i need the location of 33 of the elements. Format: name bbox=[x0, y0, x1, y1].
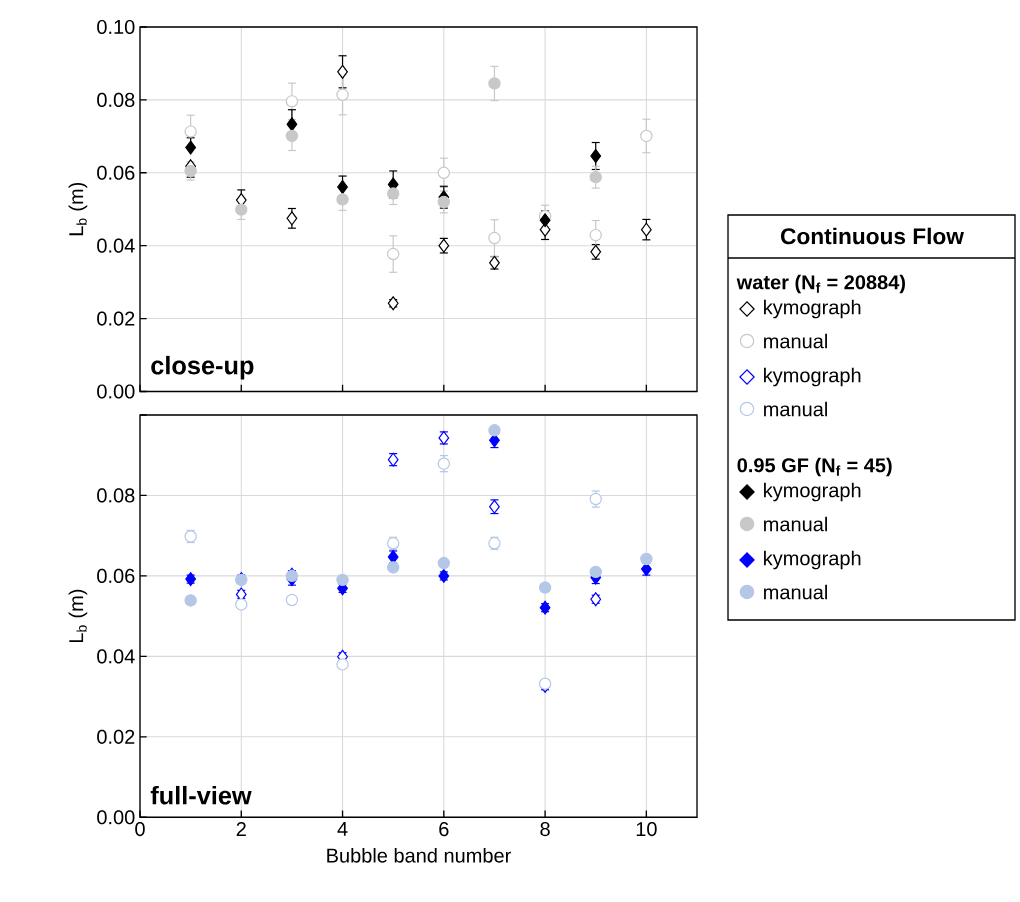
x-tick-label: 2 bbox=[236, 821, 246, 836]
x-tick-label: 8 bbox=[540, 821, 550, 837]
y-tick-label: 0.06 bbox=[97, 165, 135, 180]
annotation: close-up bbox=[151, 355, 254, 380]
legend-label: kymograph bbox=[764, 367, 861, 387]
y-tick-label: 0.00 bbox=[97, 810, 135, 825]
legend-label: manual bbox=[764, 333, 827, 349]
y-tick-label: 0.10 bbox=[97, 19, 135, 35]
x-tick-label: 10 bbox=[636, 821, 657, 837]
annotation: full-view bbox=[150, 785, 252, 805]
text: 0.95 GF (N$_{f}$ = 45) bbox=[737, 457, 892, 477]
legend-label: manual bbox=[764, 401, 827, 417]
legend-label: kymograph bbox=[764, 299, 861, 319]
x-tick-label: 6 bbox=[439, 821, 449, 837]
x-axis-title: Bubble band number bbox=[327, 847, 511, 863]
text: water (N$_{f}$ = 20884) bbox=[736, 274, 905, 294]
y-axis-title: L$_{b}$ (m) bbox=[68, 589, 88, 643]
y-axis-title: L$_{b}$ (m) bbox=[68, 182, 88, 236]
y-tick-label: 0.02 bbox=[97, 311, 135, 326]
y-tick-label: 0.02 bbox=[97, 729, 135, 744]
y-tick-label: 0.04 bbox=[97, 649, 135, 664]
legend-label: manual bbox=[764, 516, 827, 532]
legend-label: kymograph bbox=[764, 550, 861, 570]
y-tick-label: 0.08 bbox=[97, 488, 135, 503]
legend-title: Continuous Flow bbox=[781, 227, 964, 245]
y-tick-label: 0.06 bbox=[97, 568, 135, 583]
x-tick-label: 0 bbox=[135, 821, 145, 837]
legend-label: kymograph bbox=[764, 482, 861, 502]
y-tick-label: 0.00 bbox=[97, 384, 135, 399]
y-tick-label: 0.08 bbox=[97, 92, 135, 107]
x-tick-label: 4 bbox=[337, 821, 348, 836]
y-tick-label: 0.04 bbox=[97, 238, 135, 253]
legend-label: manual bbox=[764, 584, 827, 600]
